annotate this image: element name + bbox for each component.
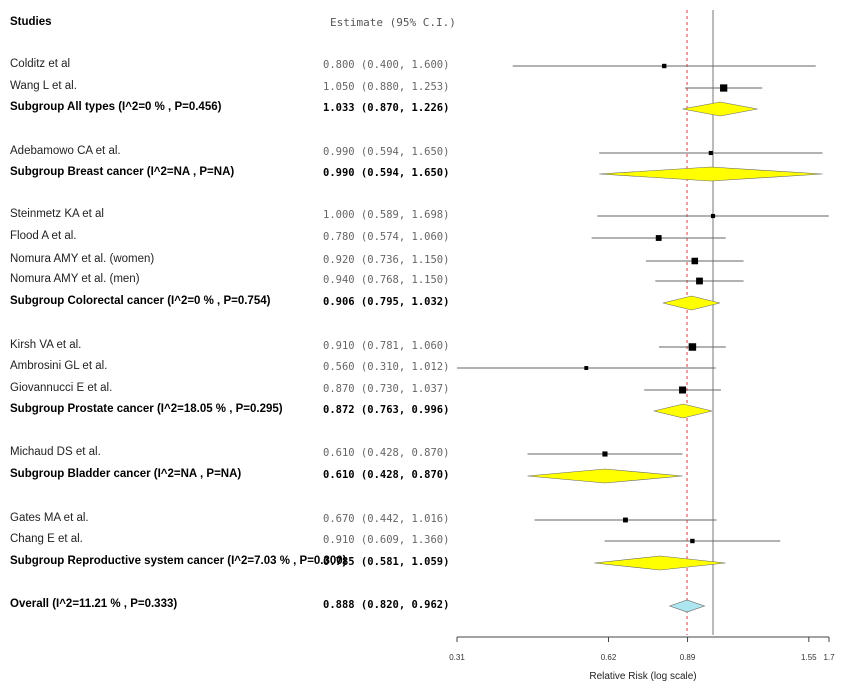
study-label: Steinmetz KA et al [10,208,104,220]
study-point [708,150,713,156]
estimate-text: 0.870 (0.730, 1.037) [323,383,450,395]
subgroup-diamond [599,166,823,182]
estimate-text: 0.610 (0.428, 0.870) [323,469,450,481]
subgroup-label: Subgroup Breast cancer (I^2=NA , P=NA) [10,166,235,178]
subgroup-label: Subgroup Prostate cancer (I^2=18.05 % , … [10,403,283,415]
estimate-text: 0.888 (0.820, 0.962) [323,599,450,611]
estimate-text: 0.780 (0.574, 1.060) [323,231,450,243]
subgroup-label: Subgroup Bladder cancer (I^2=NA , P=NA) [10,468,242,480]
study-label: Wang L et al. [10,80,77,92]
estimate-text: 0.610 (0.428, 0.870) [323,447,450,459]
study-label: Gates MA et al. [10,512,89,524]
subgroup-diamond [527,468,683,484]
study-point [679,386,687,394]
estimate-text: 0.906 (0.795, 1.032) [323,296,450,308]
overall-diamond [668,599,706,613]
study-point [688,343,697,351]
subgroup-diamond [662,295,720,311]
estimate-text: 1.000 (0.589, 1.698) [323,209,450,221]
x-tick-label: 1.55 [801,653,817,662]
study-point [655,235,662,241]
subgroup-diamond [653,403,713,419]
subgroup-diamond [682,101,758,117]
study-label: Ambrosini GL et al. [10,360,108,372]
estimate-text: 0.785 (0.581, 1.059) [323,556,450,568]
study-point [696,277,703,285]
study-label: Michaud DS et al. [10,446,101,458]
study-point [691,257,699,265]
study-label: Flood A et al. [10,230,77,242]
study-label: Kirsh VA et al. [10,339,82,351]
study-label: Chang E et al. [10,533,83,545]
study-label: Nomura AMY et al. (men) [10,273,140,285]
study-point [720,84,728,92]
estimate-text: 0.800 (0.400, 1.600) [323,59,450,71]
study-point [662,63,667,69]
subgroup-label: Subgroup All types (I^2=0 % , P=0.456) [10,101,222,113]
estimate-text: 0.910 (0.609, 1.360) [323,534,450,546]
estimate-text: 0.920 (0.736, 1.150) [323,254,450,266]
estimate-text: 0.990 (0.594, 1.650) [323,146,450,158]
x-tick-label: 0.62 [601,653,617,662]
x-tick-label: 1.7 [823,653,835,662]
overall-label: Overall (I^2=11.21 % , P=0.333) [10,598,178,610]
estimate-text: 0.670 (0.442, 1.016) [323,513,450,525]
subgroup-diamond [594,555,726,571]
study-label: Giovannucci E et al. [10,382,113,394]
estimate-text: 0.872 (0.763, 0.996) [323,404,450,416]
subgroup-label: Subgroup Reproductive system cancer (I^2… [10,555,347,567]
estimate-header: Estimate (95% C.I.) [330,16,456,29]
study-label: Nomura AMY et al. (women) [10,253,155,265]
x-axis-label: Relative Risk (log scale) [589,671,696,682]
estimate-text: 0.940 (0.768, 1.150) [323,274,450,286]
study-point [710,213,716,219]
estimate-text: 0.910 (0.781, 1.060) [323,340,450,352]
study-point [602,451,608,457]
estimate-text: 1.050 (0.880, 1.253) [323,81,450,93]
study-point [690,538,695,544]
estimate-text: 0.560 (0.310, 1.012) [323,361,450,373]
estimate-text: 0.990 (0.594, 1.650) [323,167,450,179]
x-tick-label: 0.89 [680,653,696,662]
estimate-text: 1.033 (0.870, 1.226) [323,102,450,114]
study-label: Colditz et al [10,58,71,70]
study-point [584,366,589,370]
x-tick-label: 0.31 [449,653,465,662]
subgroup-label: Subgroup Colorectal cancer (I^2=0 % , P=… [10,295,271,307]
study-label: Adebamowo CA et al. [10,145,121,157]
study-point [623,517,628,523]
studies-header: Studies [10,16,52,28]
